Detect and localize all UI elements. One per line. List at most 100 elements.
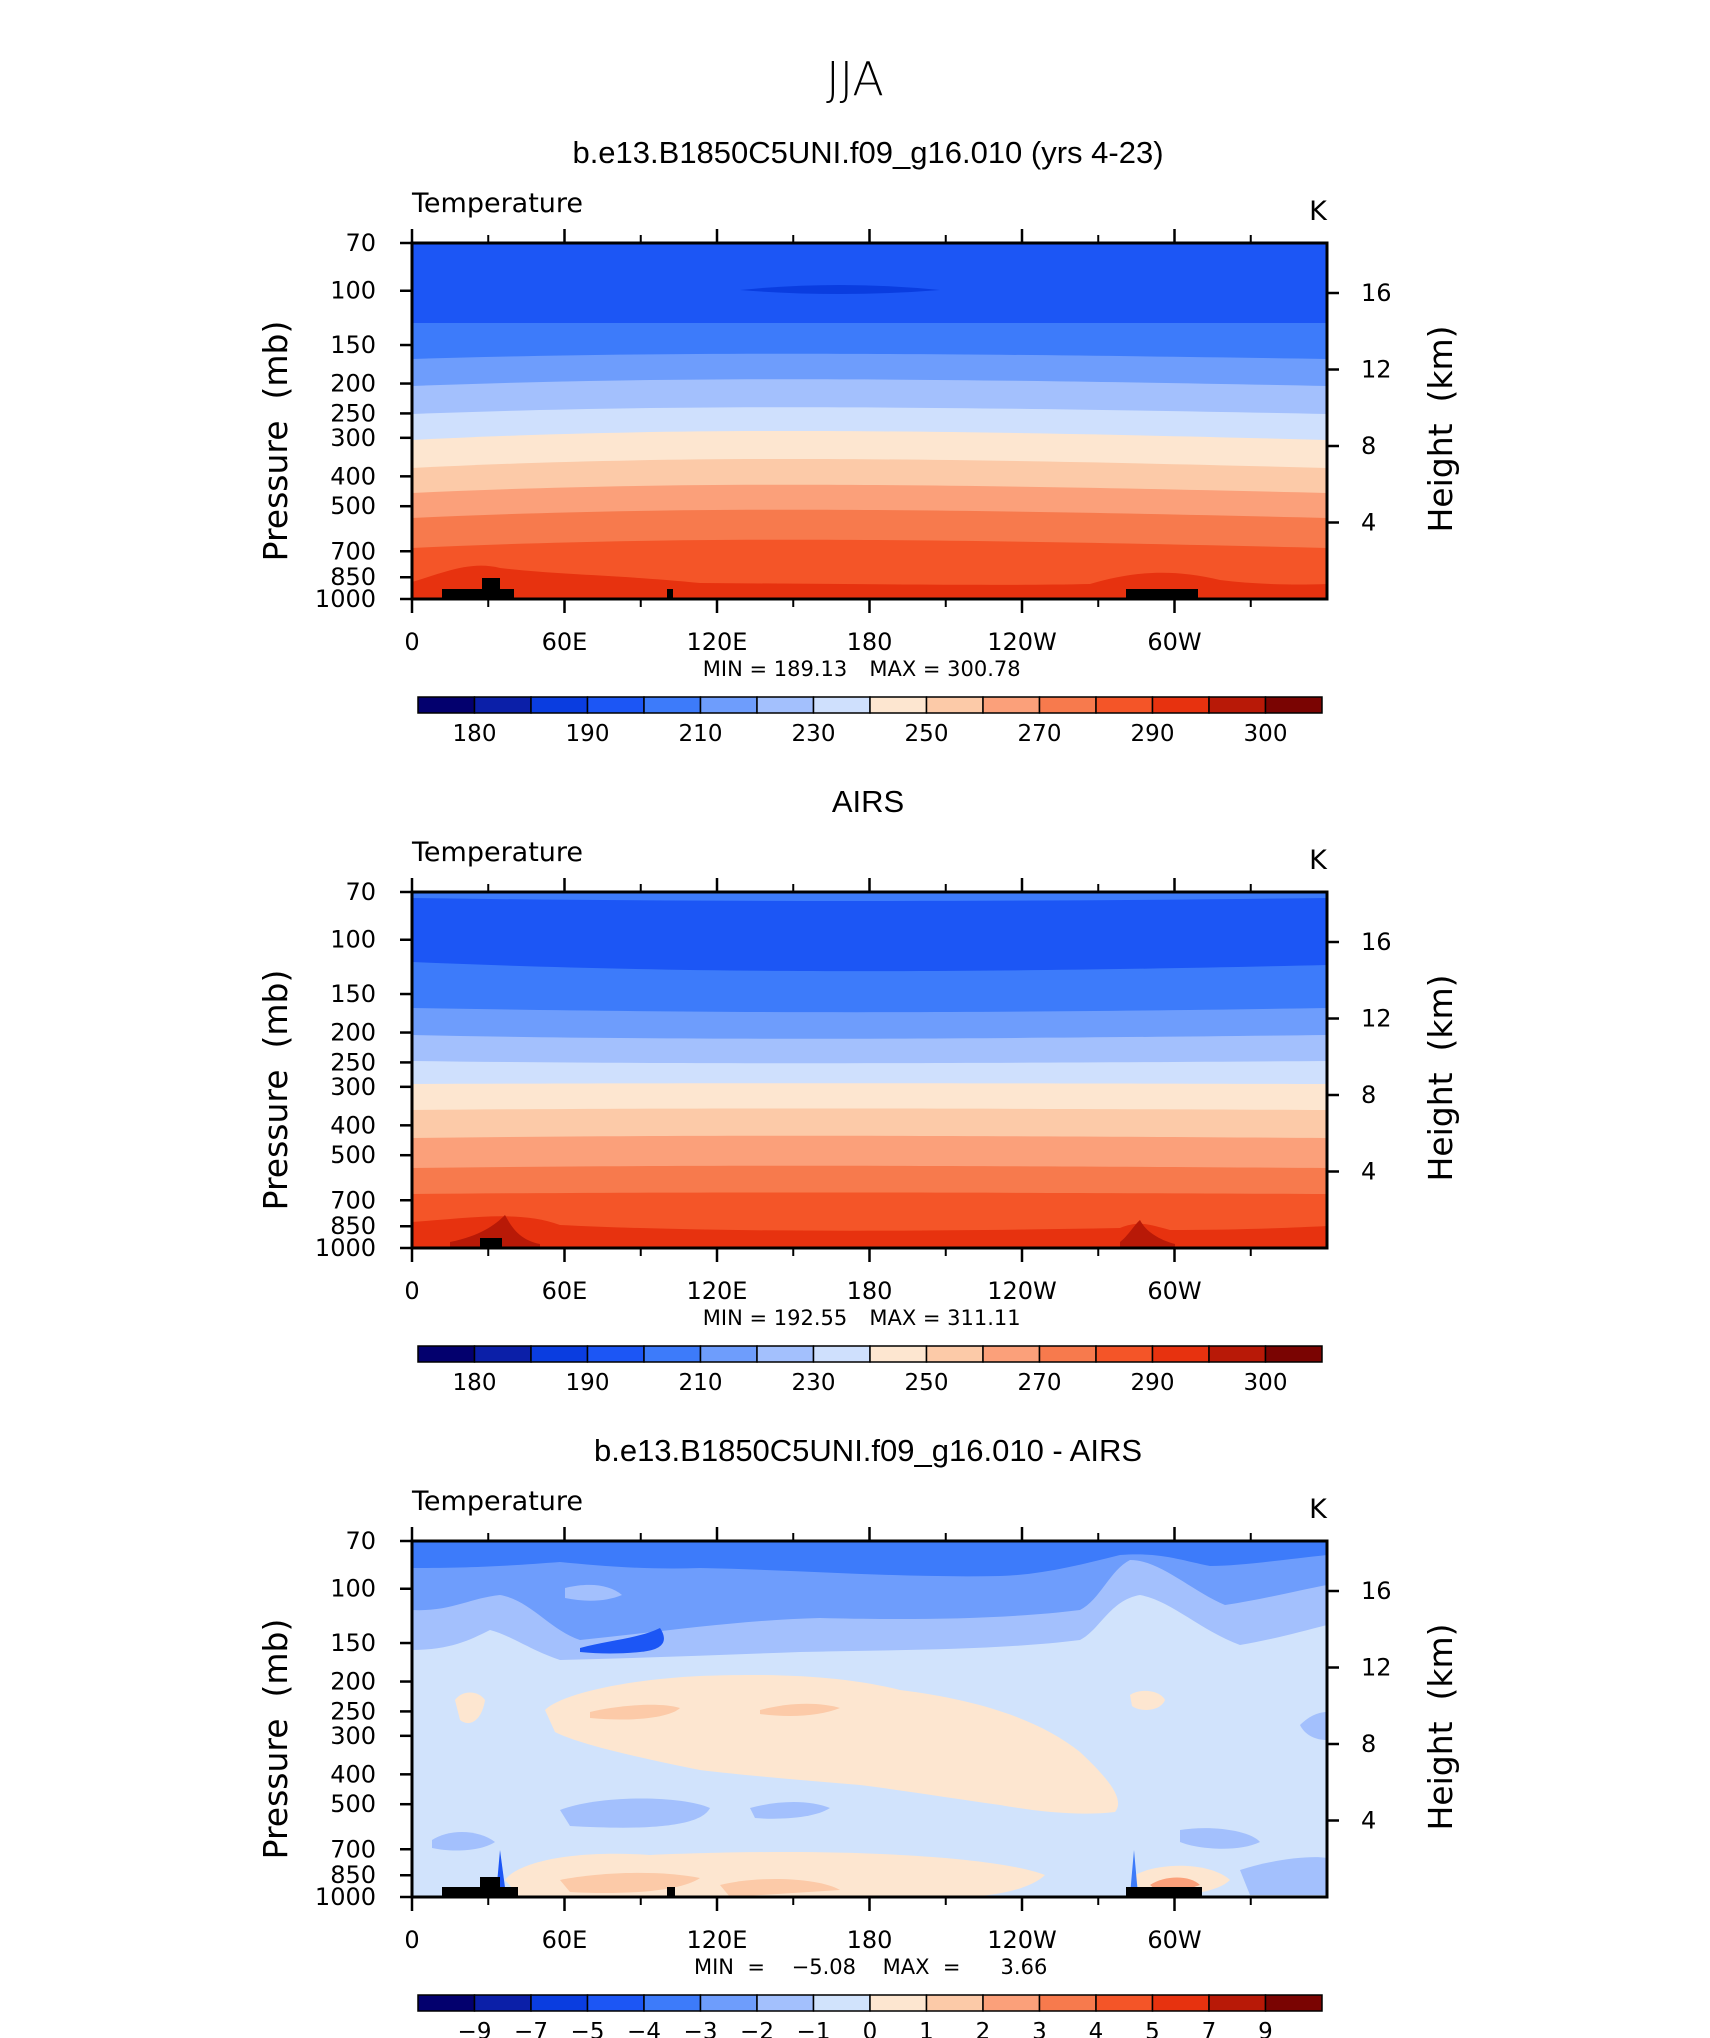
variable-label: Temperature bbox=[411, 837, 583, 868]
pressure-tick-label: 100 bbox=[330, 926, 376, 954]
colorbar-swatch bbox=[1208, 1345, 1267, 1363]
y-axis-label: Pressure (mb) bbox=[256, 1619, 295, 1860]
colorbar-swatch bbox=[417, 1345, 476, 1363]
lon-tick-label: 120W bbox=[987, 1926, 1057, 1954]
colorbar-label: 300 bbox=[1244, 1370, 1288, 1396]
pressure-tick-label: 500 bbox=[330, 1790, 376, 1818]
height-tick-label: 8 bbox=[1361, 432, 1376, 460]
colorbar-swatch bbox=[869, 1994, 928, 2012]
colorbar-swatch bbox=[982, 696, 1041, 714]
colorbar-swatch bbox=[756, 1994, 815, 2012]
colorbar-label: −3 bbox=[684, 2019, 718, 2038]
colorbar-label: 290 bbox=[1131, 1370, 1175, 1396]
pressure-tick-label: 1000 bbox=[315, 585, 376, 613]
pressure-tick-label: 250 bbox=[330, 1048, 376, 1076]
lon-tick-label: 120W bbox=[987, 1277, 1057, 1305]
colorbar-swatch bbox=[869, 1345, 928, 1363]
colorbar-swatch bbox=[530, 1345, 589, 1363]
min-label: MIN = −5.08 bbox=[694, 1955, 856, 1979]
colorbar-swatch bbox=[586, 696, 645, 714]
min-label: MIN = 189.13 bbox=[703, 657, 847, 681]
colorbar-label: 5 bbox=[1145, 2019, 1160, 2038]
colorbar-swatch bbox=[1038, 696, 1097, 714]
colorbar-swatch bbox=[925, 1994, 984, 2012]
lon-tick-label: 60E bbox=[542, 1926, 588, 1954]
contour-field bbox=[412, 243, 1327, 599]
colorbar-swatch bbox=[530, 1994, 589, 2012]
panel-title: AIRS bbox=[832, 784, 904, 819]
colorbar: −9 −7 −5 −4 −3 −2 −1 0 1 2 3 4 5 7 9 bbox=[417, 1994, 1323, 2038]
pressure-tick-label: 500 bbox=[330, 1141, 376, 1169]
colorbar-label: 210 bbox=[679, 1370, 723, 1396]
colorbar-label: −4 bbox=[627, 2019, 661, 2038]
height-tick-label: 8 bbox=[1361, 1081, 1376, 1109]
pressure-tick-label: 200 bbox=[330, 1668, 376, 1696]
pressure-tick-label: 700 bbox=[330, 1186, 376, 1214]
pressure-tick-label: 100 bbox=[330, 1575, 376, 1603]
pressure-tick-label: 250 bbox=[330, 399, 376, 427]
y2-axis-label: Height (km) bbox=[1421, 325, 1460, 532]
panel-difference: b.e13.B1850C5UNI.f09_g16.010 - AIRS Temp… bbox=[256, 1433, 1460, 2038]
pressure-tick-label: 850 bbox=[330, 1861, 376, 1889]
pressure-tick-label: 300 bbox=[330, 424, 376, 452]
lon-tick-label: 60E bbox=[542, 628, 588, 656]
colorbar-label: 0 bbox=[863, 2019, 878, 2038]
topography-mask bbox=[442, 1877, 1202, 1897]
colorbar-label: 270 bbox=[1018, 1370, 1062, 1396]
units-label: K bbox=[1309, 196, 1328, 227]
variable-label: Temperature bbox=[411, 1486, 583, 1517]
lon-tick-label: 120W bbox=[987, 628, 1057, 656]
lon-tick-label: 60W bbox=[1147, 628, 1201, 656]
height-tick-label: 16 bbox=[1361, 279, 1392, 307]
lon-tick-label: 180 bbox=[847, 1277, 893, 1305]
colorbar-swatch bbox=[1264, 1994, 1323, 2012]
units-label: K bbox=[1309, 845, 1328, 876]
colorbar-label: 250 bbox=[905, 721, 949, 747]
colorbar-label: 180 bbox=[453, 1370, 497, 1396]
pressure-tick-label: 300 bbox=[330, 1722, 376, 1750]
colorbar: 180 190 210 230 250 270 290 300 bbox=[417, 696, 1323, 747]
pressure-tick-label: 70 bbox=[345, 1527, 376, 1555]
colorbar-label: 180 bbox=[453, 721, 497, 747]
panel-title: b.e13.B1850C5UNI.f09_g16.010 - AIRS bbox=[594, 1433, 1142, 1468]
height-tick-label: 4 bbox=[1361, 1807, 1376, 1835]
pressure-tick-label: 700 bbox=[330, 1835, 376, 1863]
pressure-tick-label: 70 bbox=[345, 878, 376, 906]
colorbar-swatch bbox=[925, 696, 984, 714]
colorbar-swatch bbox=[417, 1994, 476, 2012]
colorbar-swatch bbox=[699, 696, 758, 714]
colorbar-label: 210 bbox=[679, 721, 723, 747]
variable-label: Temperature bbox=[411, 188, 583, 219]
colorbar-swatch bbox=[473, 1345, 532, 1363]
colorbar-label: 300 bbox=[1244, 721, 1288, 747]
colorbar-swatch bbox=[643, 1994, 702, 2012]
colorbar-swatch bbox=[1151, 1994, 1210, 2012]
colorbar-swatch bbox=[699, 1994, 758, 2012]
pressure-tick-label: 150 bbox=[330, 980, 376, 1008]
panel-airs: AIRS Temperature K 701001502002503004005… bbox=[256, 784, 1460, 1396]
colorbar-label: −9 bbox=[458, 2019, 492, 2038]
height-tick-label: 12 bbox=[1361, 1654, 1392, 1682]
topography-mask bbox=[480, 1238, 502, 1248]
height-tick-label: 4 bbox=[1361, 509, 1376, 537]
colorbar-swatch bbox=[699, 1345, 758, 1363]
lon-tick-label: 120E bbox=[687, 628, 748, 656]
contour-field bbox=[412, 1541, 1327, 1897]
colorbar-swatch bbox=[756, 1345, 815, 1363]
height-tick-label: 16 bbox=[1361, 928, 1392, 956]
lon-tick-label: 0 bbox=[404, 1926, 419, 1954]
units-label: K bbox=[1309, 1494, 1328, 1525]
pressure-tick-label: 200 bbox=[330, 370, 376, 398]
colorbar-swatch bbox=[643, 696, 702, 714]
colorbar-swatch bbox=[869, 696, 928, 714]
y-axis-label: Pressure (mb) bbox=[256, 321, 295, 562]
colorbar-swatch bbox=[982, 1994, 1041, 2012]
colorbar-swatch bbox=[1038, 1345, 1097, 1363]
panel-model: b.e13.B1850C5UNI.f09_g16.010 (yrs 4-23) … bbox=[256, 135, 1460, 747]
colorbar-swatch bbox=[1151, 1345, 1210, 1363]
lon-tick-label: 180 bbox=[847, 628, 893, 656]
colorbar-swatch bbox=[473, 1994, 532, 2012]
y-axis-label: Pressure (mb) bbox=[256, 970, 295, 1211]
lon-tick-label: 120E bbox=[687, 1926, 748, 1954]
colorbar-label: 3 bbox=[1032, 2019, 1047, 2038]
